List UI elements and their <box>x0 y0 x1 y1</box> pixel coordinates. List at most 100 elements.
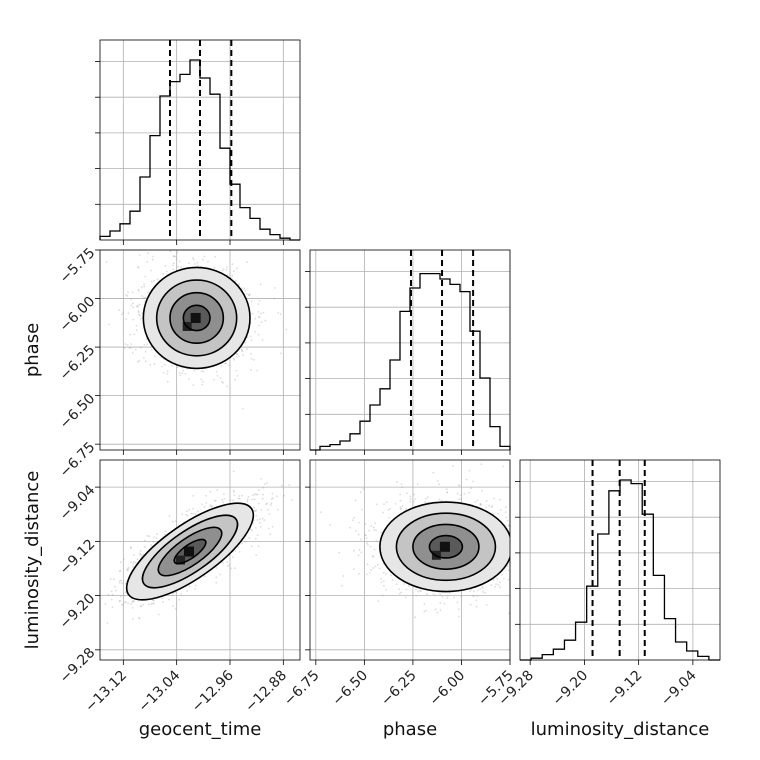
scatter-point <box>214 499 217 502</box>
scatter-point <box>203 575 206 578</box>
scatter-point <box>366 542 368 544</box>
scatter-point <box>256 534 259 537</box>
scatter-point <box>137 311 140 314</box>
contour-line <box>157 526 223 577</box>
scatter-point <box>258 316 261 319</box>
scatter-point <box>180 593 183 595</box>
scatter-point <box>164 530 167 533</box>
scatter-point <box>414 498 417 500</box>
scatter-point <box>222 381 224 384</box>
scatter-point <box>146 261 149 263</box>
scatter-point <box>137 306 140 308</box>
scatter-point <box>231 274 234 277</box>
scatter-point <box>446 597 449 599</box>
scatter-point <box>262 311 265 314</box>
scatter-point <box>186 590 189 592</box>
scatter-point <box>253 359 255 361</box>
scatter-point <box>283 494 286 497</box>
scatter-point <box>232 357 235 360</box>
scatter-point <box>426 592 428 595</box>
scatter-point <box>214 255 217 258</box>
scatter-point <box>269 504 272 506</box>
scatter-point <box>446 491 449 494</box>
y-tick-label: −9.12 <box>57 536 99 578</box>
scatter-point <box>460 595 463 598</box>
scatter-point <box>235 279 237 282</box>
axes-frame <box>99 39 301 241</box>
scatter-point <box>240 348 243 351</box>
scatter-point <box>497 584 500 586</box>
scatter-point <box>202 380 204 383</box>
scatter-point <box>241 287 244 290</box>
scatter-point <box>185 513 188 516</box>
scatter-point <box>262 493 264 496</box>
scatter-point <box>120 595 122 598</box>
scatter-point <box>251 312 254 315</box>
density-peak <box>439 541 450 552</box>
contour-line <box>412 523 480 570</box>
scatter-point <box>131 601 134 603</box>
scatter-point <box>121 582 123 584</box>
scatter-point <box>141 295 144 297</box>
scatter-point <box>252 494 255 497</box>
scatter-point <box>119 561 122 564</box>
scatter-point <box>241 349 244 352</box>
scatter-point <box>472 590 475 593</box>
scatter-point <box>423 603 426 605</box>
scatter-point <box>266 502 268 505</box>
scatter-point <box>221 269 224 272</box>
scatter-point <box>134 348 137 351</box>
scatter-point <box>250 357 253 360</box>
scatter-point <box>104 603 107 605</box>
scatter-point <box>291 499 293 501</box>
scatter-point <box>238 551 241 553</box>
scatter-point <box>228 564 231 566</box>
scatter-point <box>249 528 252 531</box>
scatter-point <box>475 605 478 608</box>
scatter-point <box>250 368 252 371</box>
scatter-point <box>497 512 500 515</box>
scatter-point <box>147 291 149 294</box>
scatter-point <box>241 542 243 545</box>
scatter-point <box>233 494 236 497</box>
scatter-point <box>516 584 518 586</box>
scatter-point <box>110 590 113 593</box>
scatter-point <box>375 529 377 532</box>
scatter-point <box>372 555 375 557</box>
scatter-point <box>258 315 260 318</box>
scatter-point <box>132 561 135 563</box>
scatter-point <box>164 533 166 536</box>
scatter-point <box>153 363 156 365</box>
scatter-point <box>127 291 129 294</box>
scatter-point <box>201 503 203 506</box>
scatter-point <box>456 492 459 495</box>
scatter-point <box>396 481 398 483</box>
scatter-point <box>157 613 160 616</box>
scatter-point <box>485 604 488 606</box>
scatter-point <box>222 501 225 504</box>
scatter-point <box>148 535 151 538</box>
scatter-point <box>398 588 401 590</box>
scatter-point <box>353 568 355 570</box>
scatter-point <box>288 484 291 486</box>
scatter-point <box>415 594 418 597</box>
scatter-point <box>127 567 130 569</box>
scatter-point <box>423 610 426 613</box>
scatter-point <box>527 550 529 552</box>
scatter-point <box>232 556 234 559</box>
scatter-point <box>202 258 204 261</box>
scatter-point <box>257 502 260 505</box>
scatter-point <box>398 592 401 595</box>
scatter-point <box>182 215 184 217</box>
scatter-point <box>137 310 140 312</box>
scatter-point <box>382 580 385 582</box>
x-tick-label: −9.04 <box>658 667 700 709</box>
scatter-point <box>387 509 390 511</box>
scatter-point <box>139 550 142 552</box>
scatter-point <box>479 588 481 590</box>
density-panel-geocent_time-vs-phase: −6.75 −6.50 −6.25 −6.00 −5.75 <box>57 215 301 481</box>
scatter-point <box>186 515 189 517</box>
scatter-point <box>439 593 441 596</box>
scatter-point <box>196 261 199 264</box>
scatter-point <box>130 304 133 307</box>
